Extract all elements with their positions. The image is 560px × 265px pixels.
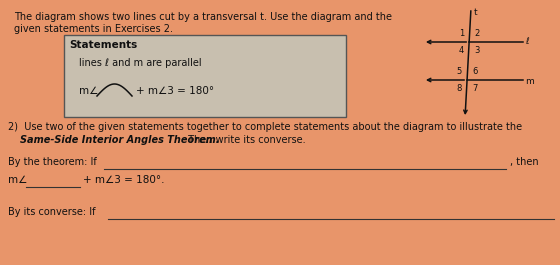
Text: 3: 3 [474,46,479,55]
Text: , then: , then [510,157,539,167]
Text: 2)  Use two of the given statements together to complete statements about the di: 2) Use two of the given statements toget… [8,122,522,132]
Text: Statements: Statements [69,40,137,50]
Text: 1: 1 [459,29,464,38]
Text: Then write its converse.: Then write its converse. [185,135,306,145]
Text: + m∠3 = 180°: + m∠3 = 180° [136,86,214,96]
Text: m∠: m∠ [8,175,27,185]
Text: lines ℓ and m are parallel: lines ℓ and m are parallel [79,58,202,68]
Text: t: t [474,8,478,17]
Text: m∠: m∠ [79,86,99,96]
Text: 8: 8 [457,84,462,93]
Text: ℓ: ℓ [525,37,529,46]
Text: 7: 7 [472,84,478,93]
Text: + m∠3 = 180°.: + m∠3 = 180°. [83,175,165,185]
FancyBboxPatch shape [64,35,346,117]
Text: m: m [525,77,534,86]
Text: 2: 2 [474,29,479,38]
Text: Same-Side Interior Angles Theorem.: Same-Side Interior Angles Theorem. [20,135,220,145]
Text: The diagram shows two lines cut by a transversal t. Use the diagram and the: The diagram shows two lines cut by a tra… [14,12,392,22]
Text: 6: 6 [472,67,478,76]
Text: By the theorem: If: By the theorem: If [8,157,97,167]
Text: 4: 4 [459,46,464,55]
Text: By its converse: If: By its converse: If [8,207,96,217]
Text: given statements in Exercises 2.: given statements in Exercises 2. [14,24,173,34]
Text: 5: 5 [457,67,462,76]
